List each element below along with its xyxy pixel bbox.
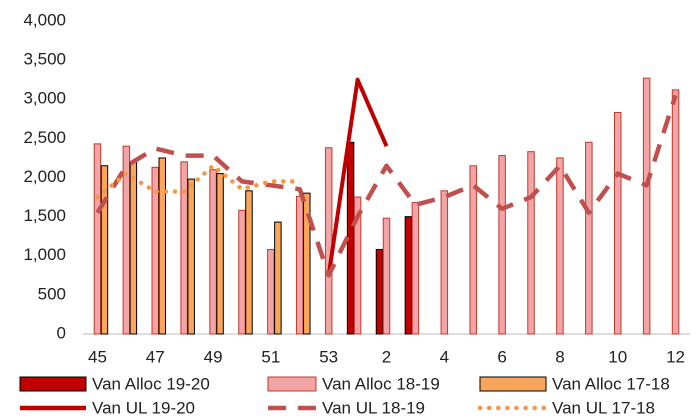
bar [440,190,449,335]
bar [180,161,188,335]
bar [209,169,217,335]
line-series [95,94,678,278]
legend-label: Van UL 17-18 [552,398,655,417]
legend-swatch [267,376,317,392]
y-tick-label: 1,500 [23,206,66,225]
line-series [95,163,303,200]
y-tick-label: 2,500 [23,128,66,147]
x-tick-label: 45 [88,347,107,366]
bar [158,157,167,335]
legend-label: Van Alloc 18-19 [322,374,440,393]
bar [404,216,413,335]
y-tick-label: 3,000 [23,89,66,108]
bar [100,165,109,335]
legend-label: Van Alloc 17-18 [552,374,670,393]
bar [527,151,535,335]
bar [238,209,246,335]
legend-label: Van UL 18-19 [322,398,425,417]
bar [324,147,333,335]
bar [585,141,593,335]
y-tick-label: 500 [38,284,66,303]
bar [375,248,384,335]
legend-label: Van UL 19-20 [92,398,195,417]
bar [469,165,477,335]
bar [382,217,391,335]
x-tick-label: 12 [666,347,685,366]
bar [274,221,282,335]
line-series [326,77,389,276]
y-tick-label: 0 [57,323,66,342]
bar [267,248,275,335]
bar [187,178,195,335]
bar [498,155,506,335]
bar [216,173,224,335]
bar [411,202,420,335]
bar [93,143,102,335]
x-tick-label: 4 [440,347,449,366]
x-tick-label: 10 [608,347,627,366]
bar [303,192,311,335]
x-tick-label: 8 [555,347,564,366]
y-tick-label: 1,000 [23,245,66,264]
bar [556,157,564,335]
y-tick-label: 3,500 [23,50,66,69]
legend-label: Van Alloc 19-20 [92,374,210,393]
x-tick-label: 47 [146,347,165,366]
y-tick-label: 2,000 [23,167,66,186]
x-tick-label: 51 [261,347,280,366]
x-tick-label: 6 [497,347,506,366]
x-tick-label: 49 [204,347,223,366]
legend-swatch [479,376,547,392]
bar [671,89,680,335]
bar [353,196,362,335]
bar [245,190,253,335]
bar [642,77,651,335]
bar [129,161,138,335]
x-tick-label: 2 [382,347,391,366]
legend-swatch [19,376,87,392]
y-tick-label: 4,000 [23,10,66,29]
bar [613,112,622,335]
bar [296,195,304,335]
x-tick-label: 53 [319,347,338,366]
